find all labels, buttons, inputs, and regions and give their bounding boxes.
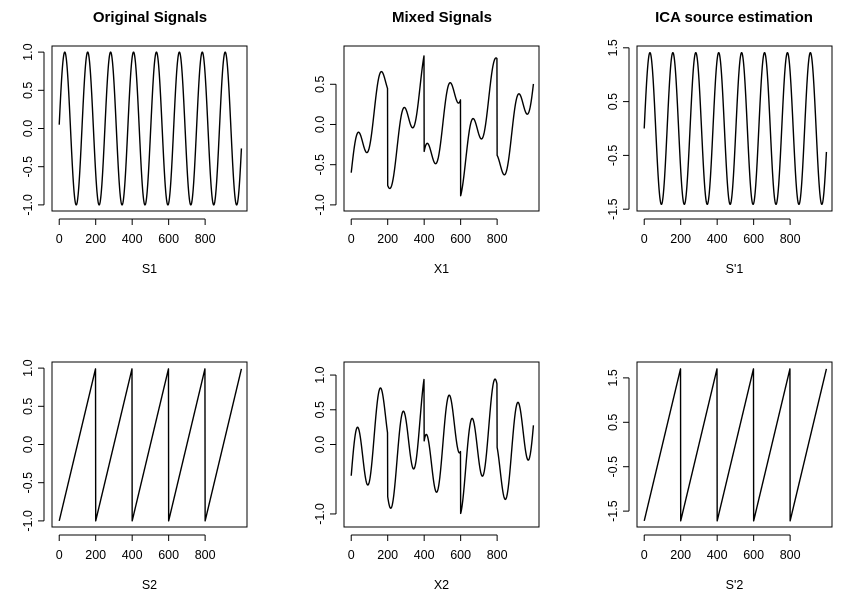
x-tick-label: 0 bbox=[56, 232, 63, 246]
y-tick-label: 1.0 bbox=[21, 43, 35, 60]
y-tick-label: 1.0 bbox=[21, 359, 35, 376]
y-tick-label: -1.5 bbox=[606, 500, 620, 522]
x-tick-label: 400 bbox=[122, 548, 143, 562]
x-tick-label: 200 bbox=[85, 232, 106, 246]
plot-frame bbox=[636, 45, 833, 212]
x-tick-label: 400 bbox=[707, 232, 728, 246]
x-axis-label: S'2 bbox=[726, 578, 744, 592]
y-tick-label: 0.5 bbox=[606, 414, 620, 431]
panel-x1: 0 200 400 600 800 -1.0 -0.5 0.0 0.5 X1 bbox=[313, 45, 540, 276]
panel-s1: 0 200 400 600 800 -1.0 -0.5 0.0 0.5 1.0 S1 bbox=[21, 43, 248, 276]
x-tick-label: 800 bbox=[487, 232, 508, 246]
x-tick-label: 0 bbox=[56, 548, 63, 562]
y-tick-label: 0.0 bbox=[313, 436, 327, 453]
y-tick-label: -0.5 bbox=[21, 156, 35, 178]
col-title-mixed: Mixed Signals bbox=[392, 9, 492, 26]
plot-frame bbox=[636, 361, 833, 528]
panel-s1-prime: 0 200 400 600 800 -1.5 -0.5 0.5 1.5 S'1 bbox=[606, 39, 833, 276]
plot-frame bbox=[51, 45, 248, 212]
panel-s2: 0 200 400 600 800 -1.0 -0.5 0.0 0.5 1.0 S2 bbox=[21, 359, 248, 592]
y-tick-label: 0.0 bbox=[21, 436, 35, 453]
y-tick-label: -1.0 bbox=[313, 503, 327, 525]
x-axis-label: S2 bbox=[142, 578, 157, 592]
y-tick-label: 0.5 bbox=[313, 76, 327, 93]
x-tick-label: 800 bbox=[780, 232, 801, 246]
y-tick-label: -0.5 bbox=[606, 145, 620, 167]
x-tick-label: 200 bbox=[377, 548, 398, 562]
y-tick-label: 0.0 bbox=[313, 116, 327, 133]
x-tick-label: 200 bbox=[670, 548, 691, 562]
series-line bbox=[643, 51, 828, 206]
x-tick-label: 0 bbox=[348, 232, 355, 246]
x-tick-label: 200 bbox=[670, 232, 691, 246]
x-tick-label: 800 bbox=[195, 232, 216, 246]
x-tick-label: 200 bbox=[85, 548, 106, 562]
plot-frame bbox=[343, 45, 540, 212]
x-tick-label: 0 bbox=[641, 548, 648, 562]
x-tick-label: 400 bbox=[414, 548, 435, 562]
x-axis-label: S'1 bbox=[726, 262, 744, 276]
x-tick-label: 600 bbox=[450, 232, 471, 246]
col-title-ica: ICA source estimation bbox=[655, 9, 813, 26]
y-tick-label: -0.5 bbox=[606, 456, 620, 478]
x-tick-label: 400 bbox=[414, 232, 435, 246]
y-tick-label: 0.5 bbox=[313, 401, 327, 418]
y-tick-label: -1.5 bbox=[606, 198, 620, 220]
x-tick-label: 400 bbox=[707, 548, 728, 562]
y-tick-label: 0.5 bbox=[606, 93, 620, 110]
x-tick-label: 800 bbox=[487, 548, 508, 562]
x-tick-label: 800 bbox=[780, 548, 801, 562]
panel-s2-prime: 0 200 400 600 800 -1.5 -0.5 0.5 1.5 S'2 bbox=[606, 361, 833, 592]
series-line bbox=[58, 368, 243, 522]
x-tick-label: 800 bbox=[195, 548, 216, 562]
x-axis-label: S1 bbox=[142, 262, 157, 276]
x-axis-label: X2 bbox=[434, 578, 449, 592]
y-tick-label: 1.5 bbox=[606, 369, 620, 386]
x-tick-label: 200 bbox=[377, 232, 398, 246]
x-tick-label: 600 bbox=[158, 548, 179, 562]
y-tick-label: -1.0 bbox=[313, 194, 327, 216]
series-line bbox=[350, 55, 535, 197]
x-tick-label: 0 bbox=[348, 548, 355, 562]
x-tick-label: 600 bbox=[743, 232, 764, 246]
y-tick-label: 1.5 bbox=[606, 39, 620, 56]
x-axis-label: X1 bbox=[434, 262, 449, 276]
y-tick-label: -0.5 bbox=[313, 154, 327, 176]
col-title-original: Original Signals bbox=[93, 9, 207, 26]
y-tick-label: 0.0 bbox=[21, 120, 35, 137]
x-tick-label: 0 bbox=[641, 232, 648, 246]
x-tick-label: 600 bbox=[743, 548, 764, 562]
series-line bbox=[350, 378, 535, 515]
series-line bbox=[643, 368, 828, 522]
y-tick-label: 1.0 bbox=[313, 366, 327, 383]
y-tick-label: 0.5 bbox=[21, 398, 35, 415]
series-line bbox=[58, 51, 243, 206]
y-tick-label: -1.0 bbox=[21, 510, 35, 532]
y-tick-label: -1.0 bbox=[21, 194, 35, 216]
x-tick-label: 400 bbox=[122, 232, 143, 246]
y-tick-label: 0.5 bbox=[21, 82, 35, 99]
y-tick-label: -0.5 bbox=[21, 472, 35, 494]
plot-frame bbox=[51, 361, 248, 528]
plot-frame bbox=[343, 361, 540, 528]
panel-x2: 0 200 400 600 800 -1.0 0.0 0.5 1.0 X2 bbox=[313, 361, 540, 592]
x-tick-label: 600 bbox=[450, 548, 471, 562]
x-tick-label: 600 bbox=[158, 232, 179, 246]
